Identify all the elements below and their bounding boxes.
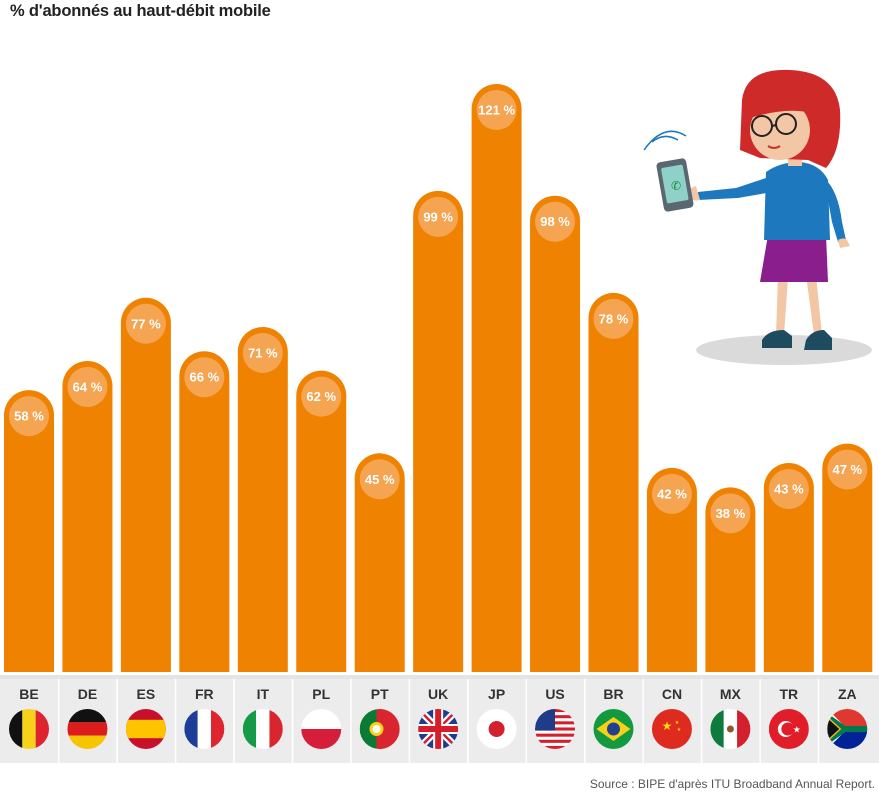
mexico-flag (710, 709, 750, 749)
bar-group-be: 58 % (4, 390, 54, 672)
bar-group-fr: 66 % (179, 351, 229, 672)
bar-group-us: 98 % (530, 196, 580, 672)
country-code: MX (720, 686, 742, 702)
value-label: 99 % (423, 209, 453, 224)
bar-group-br: 78 % (589, 293, 639, 672)
bar (121, 298, 171, 672)
bar-group-uk: 99 % (413, 191, 463, 672)
poland-flag (301, 709, 341, 749)
value-label: 71 % (248, 345, 278, 360)
country-code: UK (428, 686, 448, 702)
bar (238, 327, 288, 672)
woman-holding-phone-illustration: ✆ (644, 70, 872, 365)
country-strip: BE DE ES FR IT PL PT UK JP US BR CN★ ★★MX TR★ZA (0, 675, 879, 763)
bar (179, 351, 229, 672)
country-code: JP (488, 686, 505, 702)
bar (589, 293, 639, 672)
cell-divider (175, 679, 177, 763)
svg-text:★: ★ (793, 725, 801, 735)
strip-top-line (0, 675, 879, 679)
bar-group-pl: 62 % (296, 371, 346, 672)
spain-flag (126, 709, 166, 749)
cell-divider (233, 679, 235, 763)
bar-group-de: 64 % (62, 361, 112, 672)
bar-group-mx: 38 % (705, 487, 755, 672)
country-code: IT (257, 686, 270, 702)
bar-group-tr: 43 % (764, 463, 814, 672)
bar-group-jp: 121 % (472, 84, 522, 672)
china-flag: ★ ★★ (652, 709, 692, 749)
value-label: 78 % (599, 311, 629, 326)
cell-divider (584, 679, 586, 763)
germany-flag (67, 709, 107, 749)
source-note: Source : BIPE d'après ITU Broadband Annu… (590, 777, 875, 791)
country-code: BR (603, 686, 623, 702)
brazil-flag (594, 709, 634, 749)
country-code: DE (78, 686, 97, 702)
south-africa-flag (827, 709, 867, 749)
cell-divider (526, 679, 528, 763)
cell-divider (701, 679, 703, 763)
france-flag (184, 709, 224, 749)
value-label: 45 % (365, 472, 395, 487)
italy-flag (243, 709, 283, 749)
value-label: 121 % (478, 102, 515, 117)
bar (62, 361, 112, 672)
japan-flag (477, 709, 517, 749)
country-code: PT (371, 686, 389, 702)
country-code: PL (312, 686, 330, 702)
bar-group-es: 77 % (121, 298, 171, 672)
country-code: ES (137, 686, 156, 702)
bar-group-it: 71 % (238, 327, 288, 672)
value-label: 43 % (774, 482, 804, 497)
turkey-flag: ★ (769, 709, 809, 749)
belgium-flag (9, 709, 49, 749)
bar (413, 191, 463, 672)
value-label: 66 % (190, 370, 220, 385)
cell-divider (409, 679, 411, 763)
value-label: 58 % (14, 409, 44, 424)
country-code: BE (19, 686, 38, 702)
bar-group-pt: 45 % (355, 453, 405, 672)
value-label: 77 % (131, 316, 161, 331)
value-label: 98 % (540, 214, 570, 229)
country-code: ZA (838, 686, 857, 702)
cell-divider (116, 679, 118, 763)
cell-divider (818, 679, 820, 763)
cell-divider (467, 679, 469, 763)
country-code: US (545, 686, 564, 702)
bars-layer: 58 % 64 % 77 % 66 % 71 % 62 % 45 % 99 % 121 % 98 … (4, 84, 872, 672)
cell-divider (292, 679, 294, 763)
value-label: 62 % (306, 389, 336, 404)
value-label: 42 % (657, 486, 687, 501)
cell-divider (759, 679, 761, 763)
cell-divider (642, 679, 644, 763)
svg-text:★: ★ (677, 727, 682, 733)
cell-divider (58, 679, 60, 763)
svg-text:★: ★ (675, 720, 680, 726)
value-label: 64 % (73, 379, 103, 394)
cell-divider (350, 679, 352, 763)
bar-group-za: 47 % (822, 444, 872, 672)
bar (472, 84, 522, 672)
country-code: TR (780, 686, 799, 702)
value-label: 38 % (716, 506, 746, 521)
country-code: CN (662, 686, 682, 702)
value-label: 47 % (832, 462, 862, 477)
portugal-flag (360, 709, 400, 749)
country-code: FR (195, 686, 214, 702)
usa-flag (535, 709, 575, 749)
bar-group-cn: 42 % (647, 468, 697, 672)
bar (530, 196, 580, 672)
uk-flag (418, 709, 458, 749)
svg-text:★: ★ (662, 719, 673, 733)
